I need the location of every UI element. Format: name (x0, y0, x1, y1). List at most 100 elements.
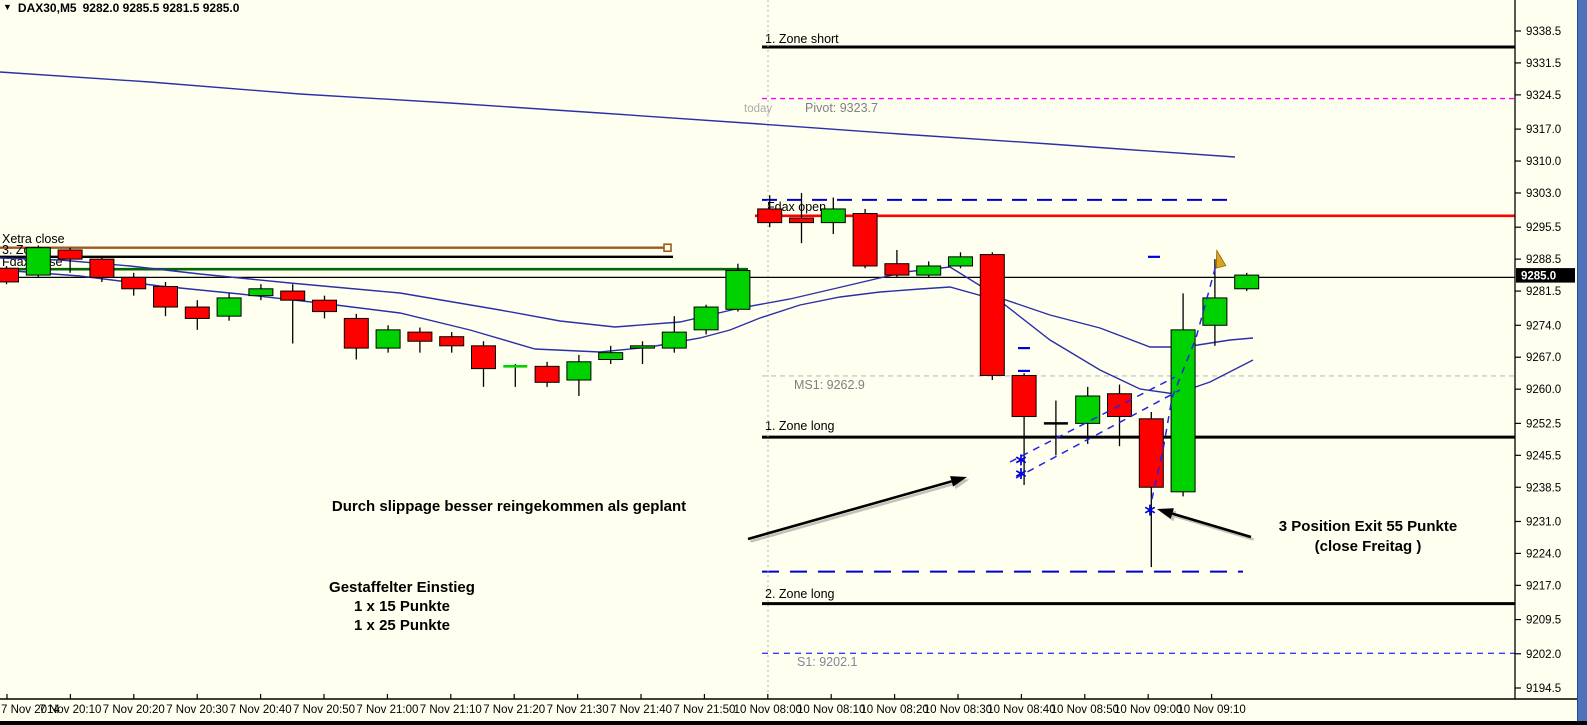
entry-channel-upper[interactable] (1009, 376, 1176, 463)
candle-10-Nov-08-40 (1011, 373, 1037, 485)
chart-title: ▼ DAX30,M5 9282.0 9285.5 9281.5 9285.0 (3, 1, 239, 15)
y-axis-label: 9194.5 (1526, 683, 1561, 695)
candle-10-Nov-08-15 (852, 208, 878, 269)
entry-star-2-icon[interactable] (1015, 468, 1027, 480)
note-staggered-entry[interactable]: Gestaffelter Einstieg 1 x 15 Punkte 1 x 25… (329, 579, 475, 634)
y-axis-label: 9238.5 (1526, 482, 1561, 494)
current-price-label: 9285.0 (1521, 271, 1556, 283)
x-axis-label: 7 Nov 21:20 (483, 704, 545, 716)
exit-star-icon[interactable] (1144, 504, 1156, 516)
x-axis-label: 7 Nov 21:40 (610, 704, 672, 716)
y-axis-label: 9303.0 (1526, 188, 1561, 200)
candle-7-Nov-21-00 (375, 325, 401, 353)
x-axis-label: 10 Nov 08:30 (924, 704, 992, 716)
x-axis-label: 7 Nov 20:10 (39, 704, 101, 716)
candle-10-Nov-08-20 (884, 250, 910, 278)
x-axis-label: 7 Nov 21:00 (356, 704, 418, 716)
candle-10-Nov-08-50 (1075, 386, 1101, 444)
candle-7-Nov-21-15 (471, 341, 496, 387)
entry-star-1-icon[interactable] (1015, 454, 1027, 466)
overlay-objects-layer: Durch slippage besser reingekommen als g… (329, 249, 1457, 634)
y-axis-label: 9245.5 (1526, 450, 1561, 462)
note-slippage[interactable]: Durch slippage besser reingekommen als g… (332, 498, 686, 515)
s1-label: S1: 9202.1 (797, 655, 858, 669)
candle-7-Nov-20-35 (216, 293, 242, 321)
svg-text:Durch slippage besser reingeko: Durch slippage besser reingekommen als g… (332, 498, 686, 515)
vertical-scrollbar[interactable] (1577, 0, 1587, 721)
y-axis-label: 9231.0 (1526, 516, 1561, 528)
candle-7-Nov-20-00 (0, 265, 19, 285)
y-axis-label: 9260.0 (1526, 384, 1561, 396)
candle-7-Nov-20-45 (280, 284, 306, 344)
xetra-close-endpoint[interactable] (663, 243, 672, 253)
candle-7-Nov-21-25 (534, 361, 560, 387)
window-bottom-border (0, 721, 1587, 725)
candle-7-Nov-21-40 (630, 341, 655, 365)
x-axis-label: 7 Nov 20:20 (103, 704, 165, 716)
candle-10-Nov-09-00 (1138, 411, 1164, 568)
ma-fast (0, 269, 1254, 395)
y-axis-label: 9217.0 (1526, 580, 1561, 592)
candle-7-Nov-20-10 (57, 247, 83, 273)
candle-10-Nov-08-45 (1043, 400, 1068, 456)
y-axis-label: 9295.5 (1526, 222, 1561, 234)
collapse-triangle-icon[interactable]: ▼ (3, 2, 12, 12)
x-axis-label: 10 Nov 09:00 (1114, 704, 1182, 716)
candle-7-Nov-21-10 (439, 332, 465, 353)
zone-2-long-label: 2. Zone long (765, 587, 835, 601)
chart-symbol-label: DAX30,M5 (17, 1, 77, 15)
candle-10-Nov-09-15 (1234, 272, 1260, 292)
candle-7-Nov-20-50 (312, 295, 337, 319)
candle-7-Nov-20-15 (89, 256, 115, 282)
y-axis-label: 9209.5 (1526, 615, 1561, 627)
y-axis-label: 9224.0 (1526, 548, 1561, 560)
buy-arrow-icon[interactable] (1212, 249, 1227, 269)
candle-7-Nov-20-30 (184, 300, 210, 330)
candle-7-Nov-21-05 (407, 327, 433, 353)
x-axis-label: 10 Nov 08:20 (860, 704, 928, 716)
y-axis-label: 9252.5 (1526, 418, 1561, 430)
entry-channel-lower[interactable] (1015, 389, 1181, 479)
current-price-box (1516, 268, 1575, 283)
svg-text:(close Freitag ): (close Freitag ) (1315, 538, 1422, 555)
note-exit[interactable]: 3 Position Exit 55 Punkte (close Freitag … (1279, 518, 1457, 555)
y-axis-label: 9317.0 (1526, 124, 1561, 136)
x-axis-label: 7 Nov 21:10 (420, 704, 482, 716)
arrow-to-exit[interactable] (1157, 508, 1252, 539)
x-axis-label: 10 Nov 08:50 (1051, 704, 1119, 716)
today-label: today (744, 103, 772, 115)
x-axis-label: 7 Nov 20:50 (293, 704, 355, 716)
pivot-label: Pivot: 9323.7 (805, 101, 878, 115)
candle-10-Nov-08-00 (757, 195, 783, 228)
y-axis-label: 9310.0 (1526, 156, 1561, 168)
y-axis-label: 9267.0 (1526, 352, 1561, 364)
y-axis-label: 9274.0 (1526, 320, 1561, 332)
exit-path[interactable] (1148, 257, 1219, 513)
x-axis-label: 10 Nov 08:00 (734, 704, 802, 716)
candle-10-Nov-08-30 (948, 252, 973, 269)
y-axis-label: 9324.5 (1526, 90, 1561, 102)
x-axis-label: 7 Nov 21:50 (673, 704, 735, 716)
arrow-to-entry-shadow (750, 478, 970, 543)
arrow-to-entry[interactable] (747, 476, 967, 541)
svg-text:3 Position Exit 55 Punkte: 3 Position Exit 55 Punkte (1279, 518, 1457, 535)
y-axis-label: 9202.0 (1526, 649, 1561, 661)
x-axis-label: 7 Nov 21:30 (547, 704, 609, 716)
svg-text:1 x 25 Punkte: 1 x 25 Punkte (354, 617, 450, 634)
candle-7-Nov-20-25 (153, 281, 178, 317)
y-axis-label: 9331.5 (1526, 58, 1561, 70)
candle-7-Nov-20-40 (248, 284, 274, 301)
x-axis-label: 7 Nov 20:40 (230, 704, 292, 716)
ms1-label: MS1: 9262.9 (794, 378, 865, 392)
candle-7-Nov-21-30 (566, 354, 592, 396)
x-axis-label: 10 Nov 09:10 (1177, 704, 1245, 716)
candle-10-Nov-08-35 (979, 252, 1005, 381)
zone-1-short-label: 1. Zone short (765, 32, 839, 46)
zone-1-long-label: 1. Zone long (765, 419, 835, 433)
candle-10-Nov-09-10 (1202, 259, 1228, 346)
x-axis-label: 7 Nov 2014 (1, 704, 60, 716)
candle-7-Nov-21-50 (693, 304, 719, 335)
